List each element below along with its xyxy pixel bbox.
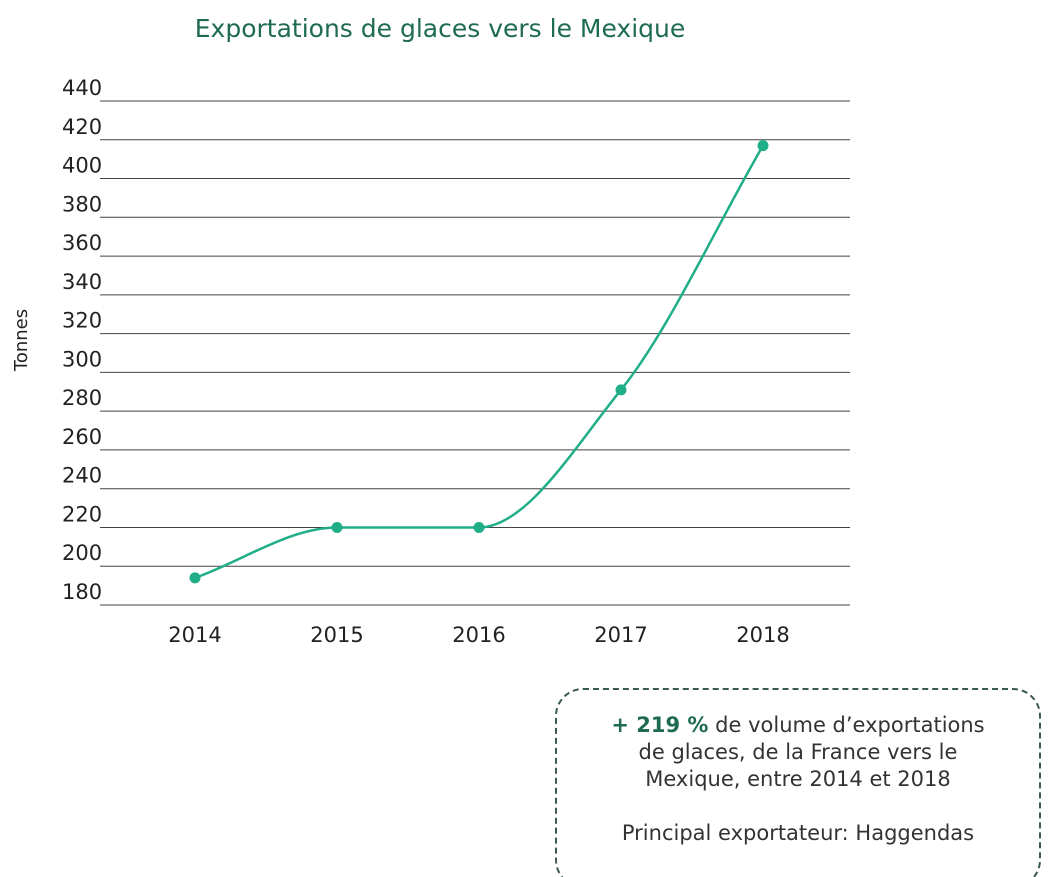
data-point [473, 521, 485, 533]
series-line [194, 144, 765, 580]
data-point [757, 140, 769, 152]
data-point [331, 521, 343, 533]
data-point [189, 572, 201, 584]
x-tick-label: 2017 [594, 623, 647, 647]
annotation-text: de volume d’exportations [708, 713, 985, 737]
y-tick-label: 200 [62, 541, 102, 565]
annotation: + 219 % de volume d’exportations de glac… [555, 688, 1041, 877]
y-tick-label: 400 [62, 154, 102, 178]
chart: Exportations de glaces vers le Mexique T… [11, 14, 850, 647]
data-point [615, 384, 627, 396]
y-tick-label: 240 [62, 464, 102, 488]
highlight: + 219 % [611, 713, 709, 737]
y-tick-label: 300 [62, 347, 102, 371]
y-tick-label: 420 [62, 115, 102, 139]
x-tick-label: 2018 [736, 623, 789, 647]
x-tick-label: 2015 [310, 623, 363, 647]
x-tick-label: 2014 [168, 623, 221, 647]
y-tick-label: 220 [62, 502, 102, 526]
y-tick-label: 320 [62, 309, 102, 333]
annotation-line: de glaces, de la France vers le [638, 740, 958, 764]
chart-title: Exportations de glaces vers le Mexique [195, 14, 686, 43]
y-tick-label: 380 [62, 192, 102, 216]
annotation-footer: Principal exportateur: Haggendas [621, 821, 975, 845]
y-tick-label: 260 [62, 425, 102, 449]
y-tick-label: 180 [62, 580, 102, 604]
x-tick-label: 2016 [452, 623, 505, 647]
y-tick-label: 440 [62, 76, 102, 100]
y-axis-label: Tonnes [11, 309, 32, 372]
y-tick-label: 280 [62, 386, 102, 410]
y-tick-label: 360 [62, 231, 102, 255]
annotation-line: Mexique, entre 2014 et 2018 [645, 767, 951, 791]
y-tick-label: 340 [62, 270, 102, 294]
